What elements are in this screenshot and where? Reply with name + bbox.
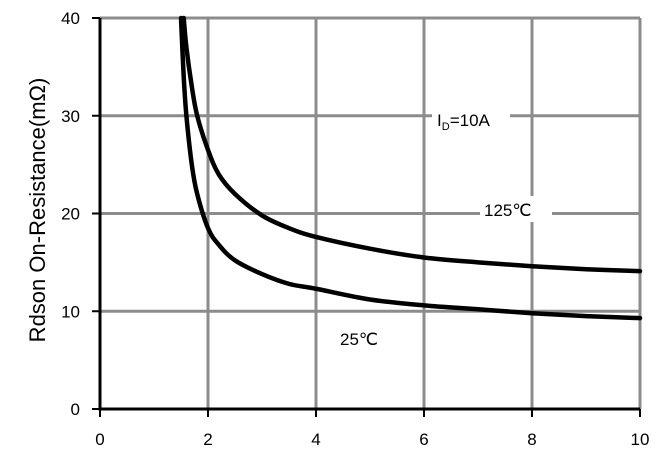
x-tick-label-0: 0 bbox=[95, 430, 104, 449]
grid bbox=[100, 18, 640, 409]
series-label-25: 25℃ bbox=[340, 330, 378, 349]
x-tick-label-4: 8 bbox=[527, 430, 536, 449]
y-tick-label-3: 30 bbox=[61, 107, 80, 126]
series-line-1 bbox=[181, 18, 640, 318]
series-label-125-text: 125℃ bbox=[484, 201, 531, 220]
x-tick-label-1: 2 bbox=[203, 430, 212, 449]
axes bbox=[92, 18, 640, 417]
tick-labels: 0 2 4 6 8 10 0 10 20 30 40 bbox=[61, 9, 649, 449]
series-line-0 bbox=[184, 18, 640, 271]
y-tick-label-4: 40 bbox=[61, 9, 80, 28]
current-annotation: ID=10A bbox=[432, 106, 510, 133]
x-tick-label-5: 10 bbox=[631, 430, 650, 449]
series-lines bbox=[181, 18, 640, 318]
y-axis-label: Rdson On-Resistance(mΩ) bbox=[25, 78, 50, 343]
y-tick-label-0: 0 bbox=[71, 400, 80, 419]
series-label-125: 125℃ bbox=[480, 196, 552, 222]
x-tick-label-3: 6 bbox=[419, 430, 428, 449]
x-tick-label-2: 4 bbox=[311, 430, 320, 449]
series-label-25-text: 25℃ bbox=[340, 330, 378, 349]
current-sub: D bbox=[442, 121, 450, 133]
y-tick-label-2: 20 bbox=[61, 205, 80, 224]
current-value: =10A bbox=[450, 111, 491, 130]
y-tick-label-1: 10 bbox=[61, 302, 80, 321]
